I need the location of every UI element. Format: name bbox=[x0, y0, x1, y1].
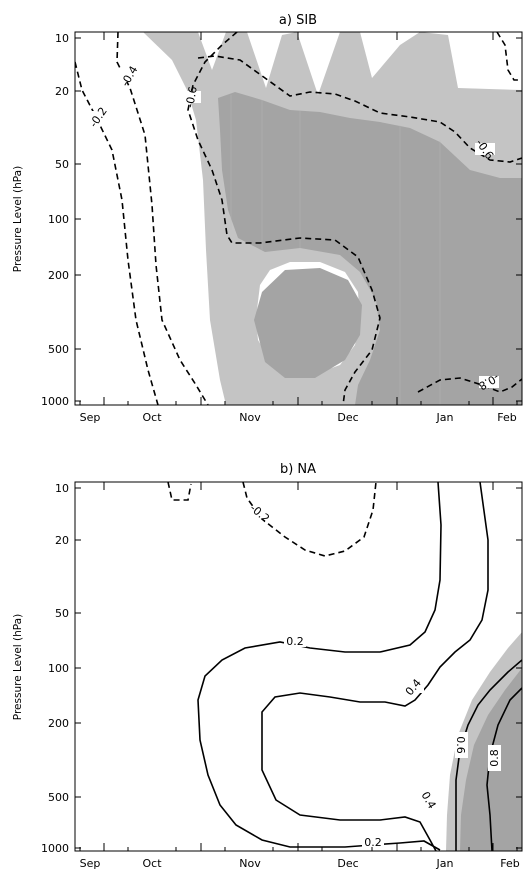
ticks bbox=[75, 482, 522, 851]
panel-title: b) NA bbox=[280, 462, 316, 477]
contour-0.4 bbox=[261, 482, 489, 851]
contour-label: 0.2 bbox=[286, 635, 304, 648]
contour-minus-0.8 bbox=[417, 377, 522, 393]
contour-label: 0.8 bbox=[488, 749, 501, 767]
x-tick-label: Jan bbox=[436, 857, 454, 870]
contour-minus-0.2-b bbox=[242, 482, 377, 557]
ticks bbox=[75, 32, 522, 405]
contour-label: -0.2 bbox=[247, 502, 272, 526]
x-tick-label: Sep bbox=[80, 411, 101, 424]
x-tick-labels: Sep Oct Nov Dec Jan Feb bbox=[80, 857, 520, 870]
x-tick-label: Sep bbox=[80, 857, 101, 870]
y-tick-label: 100 bbox=[48, 662, 69, 675]
contour-label: -0.6 bbox=[183, 85, 200, 108]
x-tick-label: Feb bbox=[497, 411, 516, 424]
y-tick-label: 1000 bbox=[41, 842, 69, 855]
contour-label: 0.4 bbox=[403, 676, 424, 698]
shade-dark bbox=[218, 92, 522, 405]
x-tick-label: Jan bbox=[436, 411, 454, 424]
y-tick-labels: 10 20 50 100 200 500 1000 bbox=[41, 482, 69, 855]
panel-na: b) NA -0.2 0.2 0.4 0.6 bbox=[12, 462, 523, 870]
y-tick-label: 50 bbox=[55, 607, 69, 620]
contour-0.6 bbox=[455, 659, 522, 851]
panel-sib: a) SIB bbox=[12, 13, 523, 424]
y-tick-label: 20 bbox=[55, 85, 69, 98]
contour-minus-0.2 bbox=[75, 61, 159, 405]
y-tick-label: 10 bbox=[55, 482, 69, 495]
y-tick-label: 200 bbox=[48, 269, 69, 282]
x-tick-label: Dec bbox=[337, 857, 358, 870]
contours bbox=[167, 482, 522, 851]
contour-0.2 bbox=[197, 482, 442, 851]
x-tick-label: Nov bbox=[239, 411, 261, 424]
contour-minus-0.6-main bbox=[187, 32, 381, 405]
contour-minus-0.6-topright bbox=[496, 32, 522, 81]
x-tick-label: Oct bbox=[142, 411, 162, 424]
contour-label: 0.2 bbox=[364, 836, 382, 849]
panel-title: a) SIB bbox=[279, 13, 317, 28]
y-tick-label: 20 bbox=[55, 534, 69, 547]
plot-area bbox=[75, 32, 522, 405]
y-tick-label: 500 bbox=[48, 791, 69, 804]
shade-seams bbox=[230, 95, 441, 405]
x-tick-label: Feb bbox=[500, 857, 519, 870]
contour-label: 0.4 bbox=[419, 789, 439, 811]
x-tick-labels: Sep Oct Nov Dec Jan Feb bbox=[80, 411, 517, 424]
y-tick-label: 500 bbox=[48, 343, 69, 356]
y-axis-label: Pressure Level (hPa) bbox=[12, 614, 24, 720]
y-tick-label: 100 bbox=[48, 213, 69, 226]
y-tick-label: 1000 bbox=[41, 395, 69, 408]
y-tick-labels: 10 20 50 100 200 500 1000 bbox=[41, 32, 69, 408]
contour-minus-0.2 bbox=[167, 482, 192, 501]
x-tick-label: Nov bbox=[239, 857, 261, 870]
plot-area bbox=[167, 482, 522, 851]
x-tick-label: Dec bbox=[337, 411, 358, 424]
x-tick-label: Oct bbox=[142, 857, 162, 870]
y-tick-label: 10 bbox=[55, 32, 69, 45]
y-tick-label: 200 bbox=[48, 717, 69, 730]
y-tick-label: 50 bbox=[55, 158, 69, 171]
y-axis-label: Pressure Level (hPa) bbox=[12, 166, 24, 272]
contour-label: 0.6 bbox=[454, 736, 467, 754]
